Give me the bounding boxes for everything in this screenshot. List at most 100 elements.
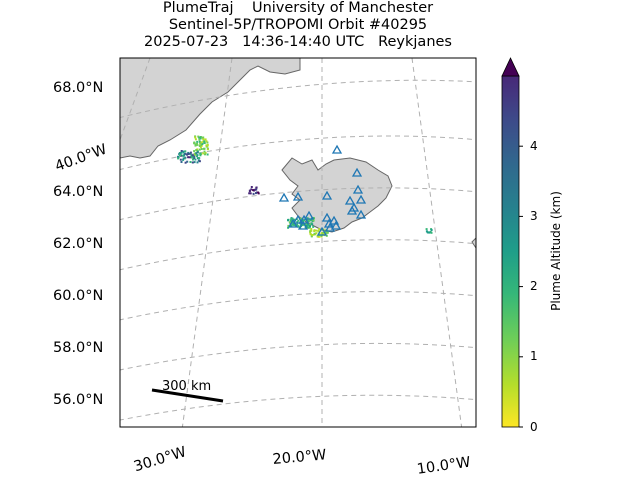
title-line-1: PlumeTraj University of Manchester (162, 0, 434, 16)
plume-pixel (291, 221, 294, 224)
plume-pixel (187, 151, 190, 154)
plume-pixel (202, 152, 205, 155)
plume-pixel (287, 219, 290, 222)
volcano-marker (292, 214, 304, 224)
plume-pixel (315, 232, 318, 235)
plume-pixel (199, 136, 202, 139)
volcano-marker (355, 209, 367, 219)
lat-label-56: 56.0°N (53, 392, 104, 408)
plume-pixel (195, 149, 198, 152)
plume-pixel (203, 147, 205, 150)
plume-pixel (182, 151, 185, 154)
plume-pixel (186, 153, 189, 156)
plume-pixel (252, 189, 255, 192)
plume-pixel (180, 150, 183, 152)
volcano-marker (278, 192, 290, 202)
plume-pixel (250, 186, 253, 188)
plume-pixel (184, 161, 187, 164)
plume-pixel (291, 223, 294, 226)
plume-pixel (306, 222, 309, 225)
plume-pixel (309, 219, 312, 222)
plume-pixel (293, 224, 296, 227)
volcano-marker (355, 194, 367, 204)
plume-pixel (318, 228, 321, 231)
plume-pixel (182, 157, 185, 160)
plume-pixel (325, 232, 328, 235)
volcano-marker (303, 210, 315, 220)
lat-label-68: 68.0°N (53, 80, 104, 96)
volcano-marker (328, 215, 340, 225)
volcano-marker (324, 222, 336, 232)
plume-pixel (181, 154, 184, 157)
plume-pixel (179, 153, 182, 156)
volcano-marker (331, 144, 343, 154)
plume-pixel (196, 148, 199, 151)
plume-pixel (299, 217, 302, 220)
plume-pixel (296, 221, 299, 223)
plume-pixel (194, 144, 197, 147)
plume-pixel (192, 158, 194, 161)
volcano-marker (352, 184, 364, 194)
colorbar-tick-3: 3 (530, 209, 538, 223)
plume-pixel (186, 160, 189, 163)
plume-pixel (200, 148, 203, 150)
plume-pixel (309, 231, 312, 234)
plume-pixel (322, 233, 325, 236)
plume-pixel (201, 136, 204, 139)
volcano-marker (297, 220, 309, 230)
plume-pixel (311, 234, 314, 236)
plume-pixel (179, 158, 182, 161)
plume-pixel (187, 153, 190, 155)
lat-label-64: 64.0°N (53, 184, 104, 200)
plume-pixel (248, 192, 251, 195)
volcano-marker (344, 195, 356, 205)
plume-pixel (180, 161, 183, 163)
plume-pixel (199, 143, 202, 146)
plume-pixel (425, 228, 428, 231)
colorbar-tick-0: 0 (530, 420, 538, 434)
plume-pixel (197, 157, 200, 160)
lat-label-62: 62.0°N (53, 236, 104, 252)
plume-pixel (177, 155, 179, 158)
plume-pixel (193, 142, 196, 145)
scale-bar-label: 300 km (162, 379, 211, 394)
plume-pixel (313, 232, 316, 235)
plume-pixel (302, 223, 305, 226)
plume-pixel (326, 230, 329, 233)
scale-bar (151, 388, 224, 403)
colorbar (501, 75, 520, 428)
plume-pixel (287, 224, 290, 227)
plume-pixel (193, 156, 196, 159)
plume-pixel (199, 142, 202, 145)
plume-pixel (304, 222, 307, 225)
plume-pixel (306, 226, 309, 229)
plume-pixel (297, 219, 300, 222)
plume-pixel (182, 158, 185, 161)
plume-pixel (205, 140, 208, 143)
volcano-markers (278, 144, 367, 236)
plume-pixel (191, 161, 194, 164)
plume-pixel (255, 186, 258, 189)
plume-pixel (196, 142, 198, 145)
plume-pixel (194, 138, 197, 141)
plume-pixel (309, 225, 311, 228)
plume-pixel (189, 161, 192, 163)
plume-pixel (311, 223, 314, 226)
colorbar-tick-1: 1 (530, 349, 538, 363)
plume-pixel (196, 151, 199, 154)
plume-pixel (203, 141, 206, 144)
plume-pixel (430, 229, 433, 231)
plume-pixel (178, 153, 181, 156)
plume-pixel (309, 233, 312, 236)
plume-pixel (195, 152, 198, 155)
plume-pixel (290, 220, 293, 222)
plume-pixel (198, 160, 201, 163)
plume-pixel (303, 219, 306, 222)
volcano-marker (292, 191, 304, 201)
plume-pixel (249, 192, 252, 195)
plume-pixel (428, 231, 431, 234)
plume-pixel (310, 229, 313, 232)
plume-pixel (196, 154, 199, 157)
plume-pixel (196, 161, 199, 164)
